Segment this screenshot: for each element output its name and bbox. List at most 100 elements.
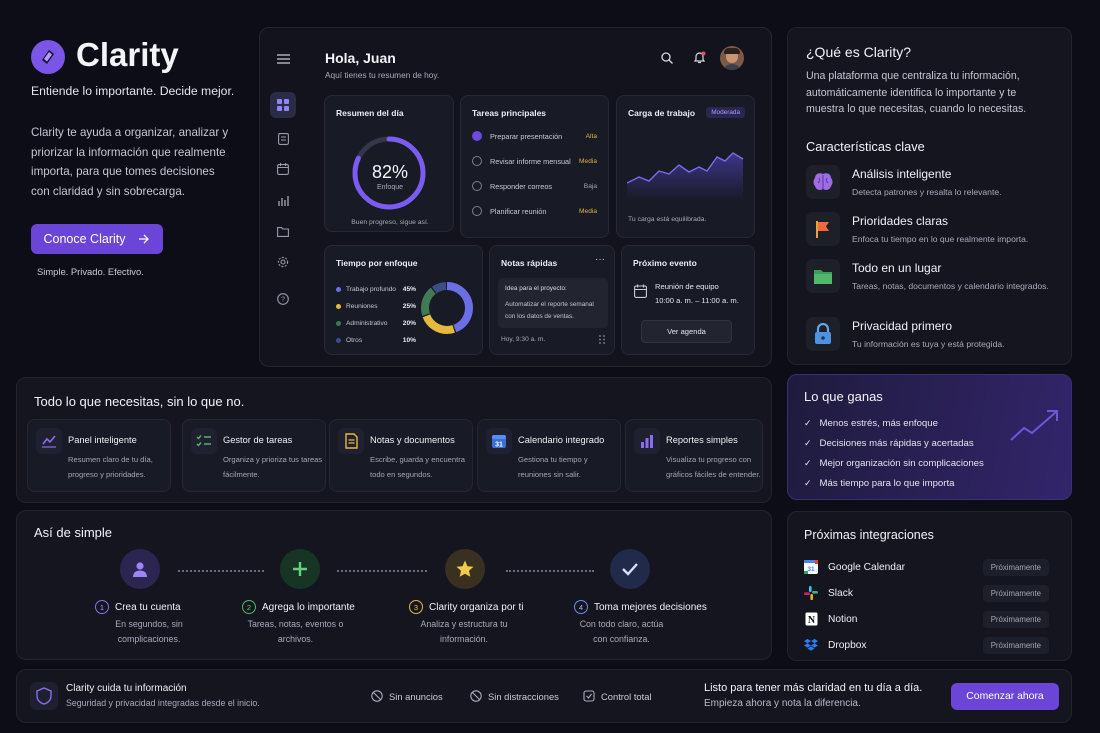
sidebar-item-reports[interactable] xyxy=(270,187,296,213)
feature-card[interactable]: Notas y documentos Escribe, guarda y enc… xyxy=(329,419,473,492)
step-connector xyxy=(178,570,264,572)
step-title: 1 Crea tu cuenta xyxy=(95,600,181,614)
svg-text:?: ? xyxy=(281,295,285,304)
step-desc: Analiza y estructura tu información. xyxy=(420,619,508,644)
brain-icon xyxy=(806,165,840,199)
gain-item: ✓ Decisiones más rápidas y acertadas xyxy=(804,436,974,450)
dashboard-preview: ? Hola, Juan Aquí tienes tu resumen de h… xyxy=(259,27,772,367)
flag-icon xyxy=(806,212,840,246)
status-badge: Próximamente xyxy=(982,584,1049,602)
no-ads-icon xyxy=(371,690,383,702)
learn-more-button[interactable]: Conoce Clarity xyxy=(31,224,163,254)
avatar[interactable] xyxy=(720,46,744,70)
calendar-icon xyxy=(634,284,647,298)
notification-bell-icon[interactable] xyxy=(693,51,706,64)
feature-desc: Detecta patrones y resalta lo relevante. xyxy=(852,187,1002,197)
step-title-text: Agrega lo importante xyxy=(262,601,355,613)
focus-time-title: Tiempo por enfoque xyxy=(336,258,418,268)
workload-sparkline xyxy=(627,152,744,201)
checkbox-icon[interactable] xyxy=(472,206,482,216)
note-body: Automatizar el reporte semanal con los d… xyxy=(505,301,594,320)
legend-item: Otros 10% xyxy=(336,335,416,345)
notion-icon: N xyxy=(804,612,818,626)
sidebar-item-help[interactable]: ? xyxy=(270,286,296,312)
brand-name: Clarity xyxy=(76,36,179,73)
step-title-text: Crea tu cuenta xyxy=(115,601,181,613)
gain-item: ✓ Mejor organización sin complicaciones xyxy=(804,456,984,470)
task-row[interactable]: Planificar reunión Media xyxy=(472,204,597,218)
no-distractions-icon xyxy=(470,690,482,702)
checkbox-icon[interactable] xyxy=(472,156,482,166)
sidebar-item-files[interactable] xyxy=(270,218,296,244)
gain-text: Menos estrés, más enfoque xyxy=(819,417,938,429)
sidebar-item-tasks[interactable] xyxy=(270,125,296,151)
legend-label: Administrativo xyxy=(346,319,388,327)
step-number: 4 xyxy=(574,600,588,614)
chip-label: Sin distracciones xyxy=(488,690,559,702)
step-title: 4 Toma mejores decisiones xyxy=(574,600,707,614)
integration-item: Dropbox Próximamente xyxy=(804,635,1049,655)
feature-card[interactable]: Panel inteligente Resumen claro de tu dí… xyxy=(27,419,171,492)
workload-badge: Moderada xyxy=(706,107,745,118)
dashboard-subtitle: Aquí tienes tu resumen de hoy. xyxy=(325,70,440,80)
summary-title: Resumen del día xyxy=(336,108,404,118)
gains-panel: Lo que ganas ✓ Menos estrés, más enfoque … xyxy=(787,374,1072,500)
gain-item: ✓ Más tiempo para lo que importa xyxy=(804,476,954,490)
step-connector xyxy=(506,570,594,572)
step-number: 1 xyxy=(95,600,109,614)
notes-title: Notas rápidas xyxy=(501,258,558,268)
workload-note: Tu carga está equilibrada. xyxy=(628,216,707,223)
status-badge: Próximamente xyxy=(982,610,1049,628)
checkbox-icon[interactable] xyxy=(472,181,482,191)
note-box[interactable]: Idea para el proyecto: Automatizar el re… xyxy=(498,278,608,328)
search-icon[interactable] xyxy=(661,52,673,64)
menu-icon[interactable] xyxy=(270,46,296,72)
donut-segment xyxy=(421,282,473,334)
task-row[interactable]: Responder correos Baja xyxy=(472,179,597,193)
svg-text:N: N xyxy=(807,615,815,626)
feature-card[interactable]: Reportes simples Visualiza tu progreso c… xyxy=(625,419,763,492)
feature-card[interactable]: Gestor de tareas Organiza y prioriza tus… xyxy=(182,419,326,492)
document-icon xyxy=(338,428,364,454)
summary-card: Resumen del día 82% Enfoque Buen progres… xyxy=(324,95,454,232)
feature-title: Análisis inteligente xyxy=(852,167,952,181)
integration-name: Notion xyxy=(828,613,858,625)
star-icon xyxy=(445,549,485,589)
feature-card-title: Calendario integrado xyxy=(518,435,605,445)
sidebar-item-settings[interactable] xyxy=(270,249,296,275)
google-calendar-icon: 31 xyxy=(804,560,818,574)
cta-note: Simple. Privado. Efectivo. xyxy=(37,266,144,277)
calendar-icon: 31 xyxy=(486,428,512,454)
feature-desc: Enfoca tu tiempo en lo que realmente imp… xyxy=(852,234,1029,244)
feature-card-desc: Gestiona tu tiempo y reuniones sin salir… xyxy=(518,455,588,479)
check-icon: ✓ xyxy=(804,457,812,468)
feature-item: Todo en un lugar Tareas, notas, document… xyxy=(806,259,1066,299)
task-row[interactable]: Revisar informe mensual Media xyxy=(472,154,597,168)
sidebar-item-dashboard[interactable] xyxy=(270,92,296,118)
footer-bar xyxy=(16,669,1072,723)
workload-title: Carga de trabajo xyxy=(628,108,696,118)
step-desc: Con todo claro, actúa con confianza. xyxy=(579,619,664,644)
more-icon[interactable]: ··· xyxy=(595,254,605,265)
sidebar-item-calendar[interactable] xyxy=(270,156,296,182)
features-title: Características clave xyxy=(806,139,925,154)
donut-segment xyxy=(421,282,473,334)
tasks-title: Tareas principales xyxy=(472,108,547,118)
view-agenda-button[interactable]: Ver agenda xyxy=(641,320,732,343)
start-now-button[interactable]: Comenzar ahora xyxy=(951,683,1059,710)
task-label: Preparar presentación xyxy=(490,131,563,141)
priority-badge: Media xyxy=(579,157,597,165)
focus-donut xyxy=(421,282,473,334)
checkbox-checked-icon[interactable] xyxy=(472,131,482,141)
feature-card-desc: Escribe, guarda y encuentra todo en segu… xyxy=(370,455,465,479)
shield-icon xyxy=(30,682,58,710)
status-badge: Próximamente xyxy=(982,636,1049,654)
feature-card[interactable]: 31 Calendario integrado Gestiona tu tiem… xyxy=(477,419,621,492)
task-label: Revisar informe mensual xyxy=(490,156,571,166)
task-row[interactable]: Preparar presentación Alta xyxy=(472,129,597,143)
feature-card-title: Gestor de tareas xyxy=(223,435,293,445)
priority-badge: Media xyxy=(579,207,597,215)
footer-cta-title: Listo para tener más claridad en tu día … xyxy=(704,682,923,694)
drag-handle-icon[interactable] xyxy=(599,335,605,344)
event-time: 10:00 a. m. – 11:00 a. m. xyxy=(655,296,739,305)
